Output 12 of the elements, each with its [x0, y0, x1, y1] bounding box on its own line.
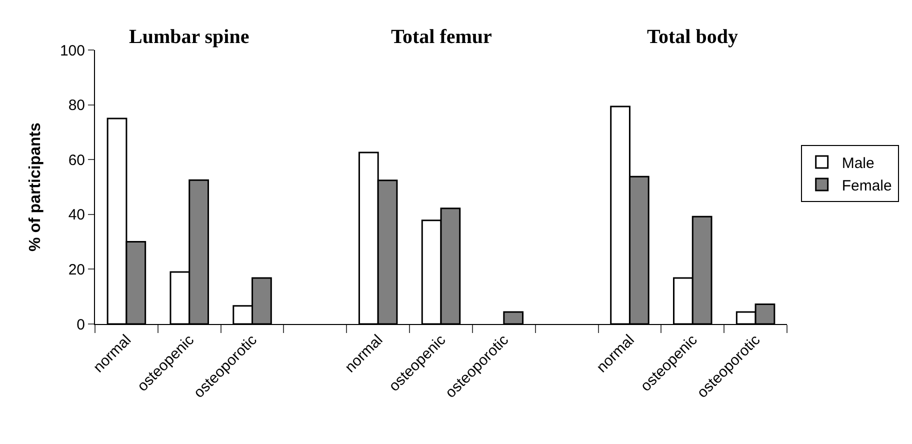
y-tick-label: 100 [60, 42, 85, 60]
y-tick-label: 80 [68, 97, 85, 114]
legend-label: Male [842, 154, 874, 172]
text: Lumbar spine [129, 26, 250, 48]
y-tick-label: 40 [68, 206, 85, 224]
y-tick-label: 0 [76, 316, 85, 334]
y-tick-label: 20 [68, 261, 85, 278]
y-axis-title: % of participants [26, 122, 44, 252]
text: Total femur [391, 26, 492, 48]
text: Total body [647, 26, 738, 48]
legend-label: Female [842, 177, 892, 194]
y-tick-label: 60 [68, 152, 85, 169]
